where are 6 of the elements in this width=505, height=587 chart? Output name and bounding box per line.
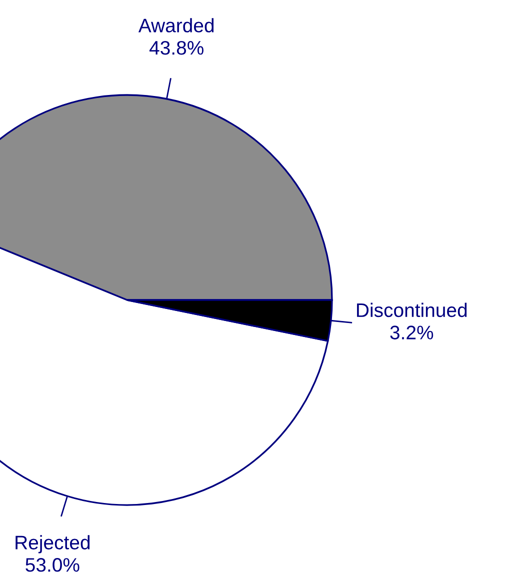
slice-label: Discontinued (357, 302, 467, 318)
slice-label: Rejected (16, 535, 90, 554)
data-label: 53.0% (26, 558, 80, 572)
data-label: 3.2% (390, 326, 434, 340)
slice-label: Awarded (138, 18, 214, 32)
data-label: 43.8% (149, 40, 204, 55)
